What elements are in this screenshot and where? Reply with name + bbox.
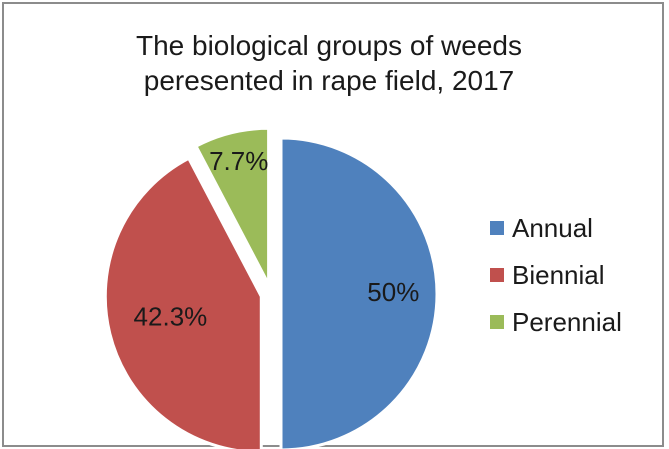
chart-title-line-2: peresented in rape field, 2017 (143, 65, 515, 96)
pie-slice-annual (279, 136, 439, 449)
legend-label-perennial: Perennial (512, 306, 622, 337)
data-label-perennial: 7.7% (209, 146, 268, 176)
legend-swatch-perennial (490, 315, 504, 329)
legend: Annual Biennial Perennial (490, 212, 622, 353)
data-label-annual: 50% (367, 277, 419, 307)
legend-swatch-annual (490, 221, 504, 235)
pie-data-labels: 50% 42.3% 7.7% (134, 146, 420, 332)
data-label-biennial: 42.3% (134, 302, 208, 332)
legend-swatch-biennial (490, 268, 504, 282)
legend-item-biennial: Biennial (490, 259, 622, 291)
pie-chart: 50% 42.3% 7.7% (103, 126, 439, 449)
chart-title: The biological groups of weeds peresente… (4, 28, 654, 98)
legend-item-annual: Annual (490, 212, 622, 244)
legend-label-annual: Annual (512, 212, 593, 243)
legend-label-biennial: Biennial (512, 259, 605, 290)
pie-slice-perennial (194, 126, 271, 285)
legend-item-perennial: Perennial (490, 306, 622, 338)
pie-slices (103, 126, 439, 449)
chart-title-line-1: The biological groups of weeds (135, 30, 522, 61)
